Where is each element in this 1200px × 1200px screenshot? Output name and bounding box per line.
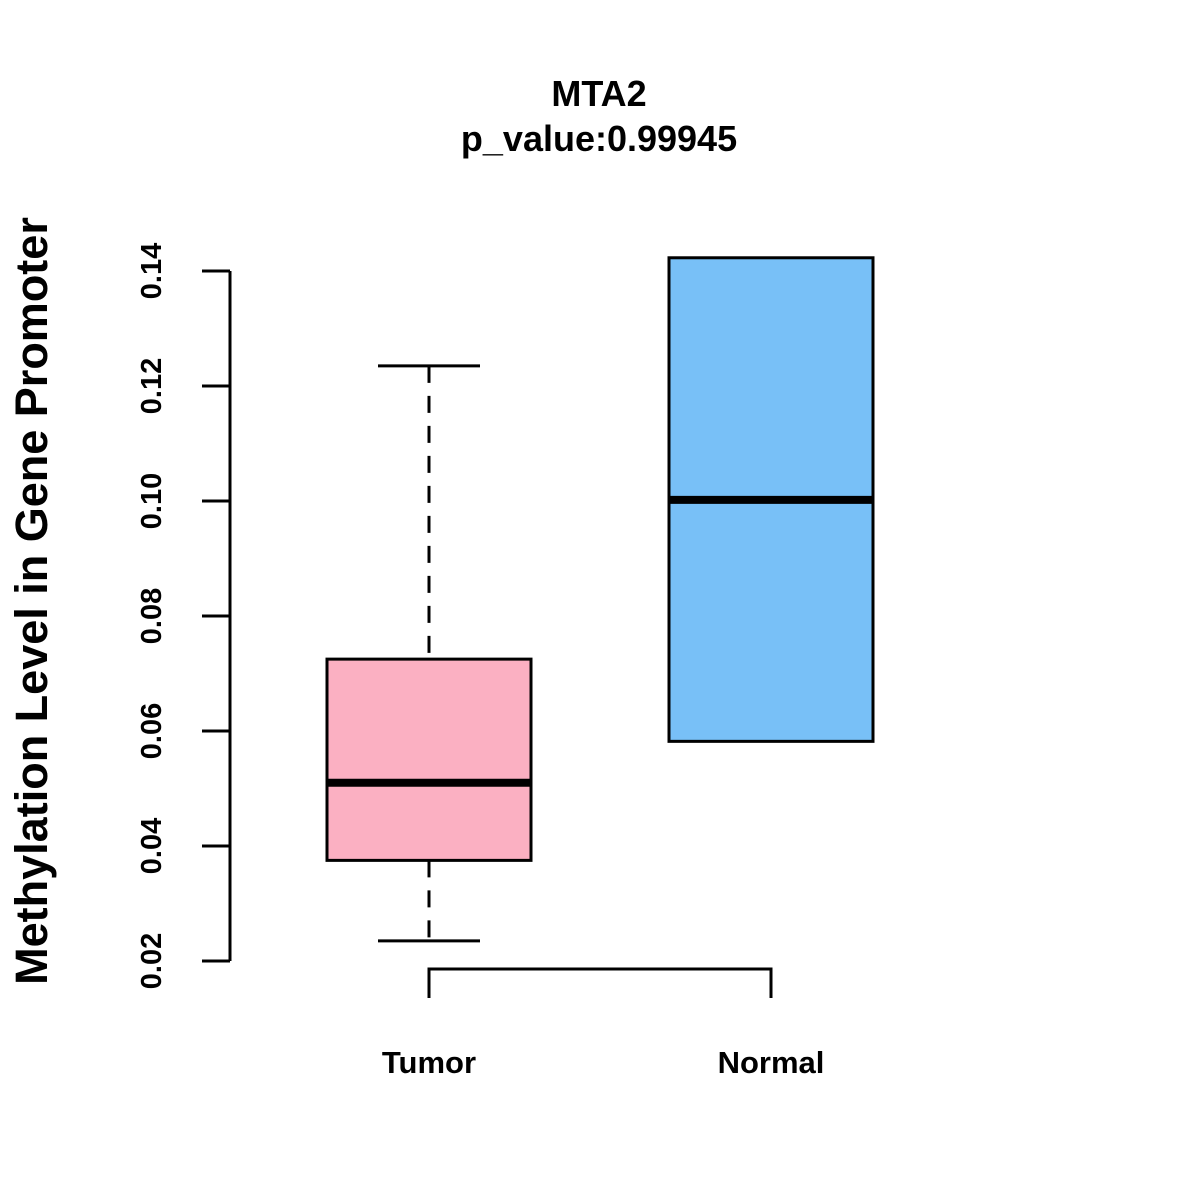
y-tick-label: 0.08 bbox=[136, 588, 168, 644]
boxes bbox=[325, 256, 875, 943]
y-tick-label: 0.10 bbox=[136, 473, 168, 529]
y-tick-label: 0.02 bbox=[136, 933, 168, 989]
category-label-tumor: Tumor bbox=[382, 1045, 476, 1080]
y-tick-label: 0.12 bbox=[136, 358, 168, 414]
iqr-box bbox=[325, 657, 533, 862]
y-tick-label: 0.06 bbox=[136, 703, 168, 759]
box-normal bbox=[667, 256, 875, 743]
y-tick-label: 0.14 bbox=[136, 243, 168, 299]
chart-title: MTA2 bbox=[551, 73, 646, 114]
box-tumor bbox=[325, 364, 533, 943]
y-tick-label: 0.04 bbox=[136, 818, 168, 874]
category-label-normal: Normal bbox=[718, 1045, 825, 1080]
y-axis-label: Methylation Level in Gene Promoter bbox=[6, 217, 57, 985]
category-labels: Tumor Normal bbox=[382, 1045, 824, 1080]
bracket-line bbox=[427, 967, 773, 998]
y-axis: 0.02 0.04 0.06 0.08 0.10 0.12 0.14 bbox=[136, 243, 232, 989]
chart-subtitle: p_value:0.99945 bbox=[461, 118, 737, 159]
comparison-bracket bbox=[427, 967, 773, 998]
